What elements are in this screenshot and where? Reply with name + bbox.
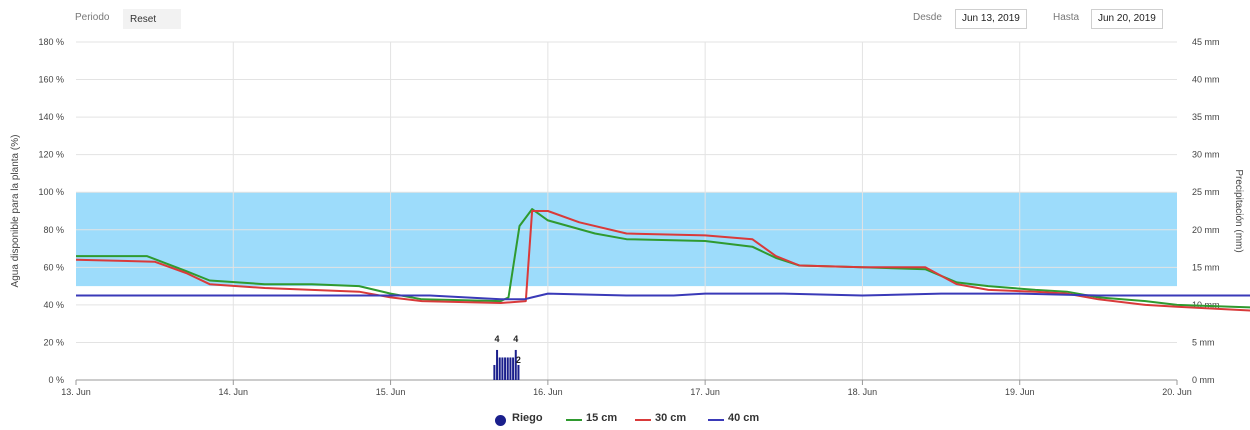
riego-bar [498, 357, 501, 380]
y-left-tick-label: 140 % [38, 112, 64, 122]
riego-bar [517, 364, 520, 380]
y-right-tick-label: 40 mm [1192, 75, 1220, 85]
y-left-tick-label: 20 % [43, 337, 64, 347]
legend-15cm[interactable]: 15 cm [586, 412, 618, 424]
y-left-tick-label: 40 % [43, 300, 64, 310]
riego-bar [501, 357, 504, 380]
y-right-tick-label: 25 mm [1192, 187, 1220, 197]
riego-data-label: 4 [495, 334, 500, 344]
legend-30cm[interactable]: 30 cm [655, 412, 687, 424]
riego-bar [512, 357, 515, 380]
y-left-tick-label: 120 % [38, 150, 64, 160]
riego-bar [506, 357, 509, 380]
y-right-tick-label: 35 mm [1192, 112, 1220, 122]
y-left-axis-title: Agua disponible para la planta (%) [10, 135, 21, 288]
riego-data-label: 2 [516, 355, 521, 365]
y-right-axis-title: Precipitación (mm) [1233, 169, 1244, 252]
y-left-tick-label: 60 % [43, 262, 64, 272]
riego-bar [514, 349, 517, 380]
riego-bar [496, 349, 499, 380]
to-label: Hasta [1053, 12, 1080, 23]
legend: Riego 15 cm 30 cm 40 cm [0, 412, 1250, 428]
y-left-tick-label: 80 % [43, 225, 64, 235]
y-right-tick-label: 20 mm [1192, 225, 1220, 235]
legend-40cm[interactable]: 40 cm [728, 412, 760, 424]
series-line-40cm [76, 292, 1250, 301]
x-tick-label: 15. Jun [376, 387, 406, 397]
y-right-tick-label: 15 mm [1192, 262, 1220, 272]
from-date-input[interactable]: Jun 13, 2019 [955, 9, 1027, 29]
legend-30cm-marker [635, 419, 651, 421]
y-left-tick-label: 0 % [48, 375, 64, 385]
y-right-tick-label: 30 mm [1192, 150, 1220, 160]
toolbar: Periodo Reset Desde Jun 13, 2019 Hasta J… [0, 9, 1250, 31]
x-tick-label: 16. Jun [533, 387, 563, 397]
legend-riego[interactable]: Riego [512, 412, 543, 424]
x-tick-label: 19. Jun [1005, 387, 1035, 397]
legend-15cm-marker [566, 419, 582, 421]
x-tick-label: 14. Jun [219, 387, 249, 397]
x-tick-label: 18. Jun [848, 387, 878, 397]
x-tick-label: 13. Jun [61, 387, 91, 397]
legend-40cm-marker [708, 419, 724, 421]
period-label: Periodo [75, 12, 110, 23]
legend-riego-marker [495, 415, 506, 426]
riego-bar [509, 357, 512, 380]
y-left-tick-label: 180 % [38, 37, 64, 47]
riego-data-label: 4 [513, 334, 518, 344]
y-right-tick-label: 45 mm [1192, 37, 1220, 47]
to-date-input[interactable]: Jun 20, 2019 [1091, 9, 1163, 29]
y-right-tick-label: 0 mm [1192, 375, 1215, 385]
x-tick-label: 20. Jun [1162, 387, 1192, 397]
riego-bar [504, 357, 507, 380]
y-left-tick-label: 100 % [38, 187, 64, 197]
y-left-tick-label: 160 % [38, 75, 64, 85]
riego-bar [493, 364, 496, 380]
series-line-15cm [76, 208, 1250, 309]
reset-button[interactable]: Reset [123, 9, 181, 29]
y-right-tick-label: 5 mm [1192, 337, 1215, 347]
x-tick-label: 17. Jun [690, 387, 720, 397]
series-line-30cm [75, 210, 1250, 312]
from-label: Desde [913, 12, 942, 23]
